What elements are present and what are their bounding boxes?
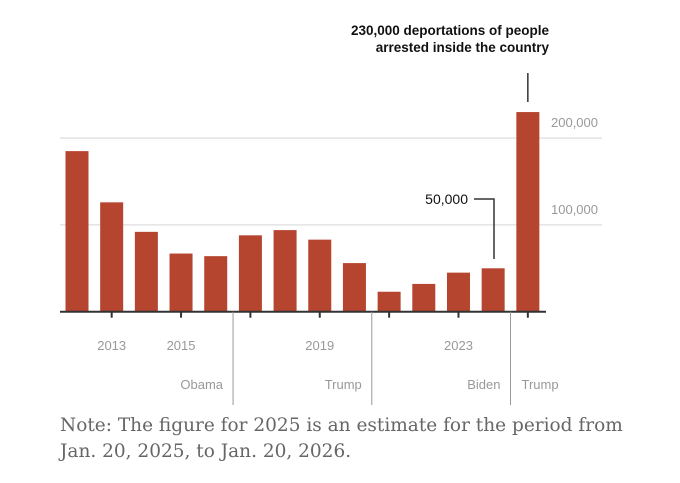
bar-2013 (100, 202, 124, 312)
annotation-leader (474, 198, 495, 259)
x-tick-label: 2013 (97, 338, 126, 353)
era-label: Biden (467, 377, 500, 392)
era-label: Obama (180, 377, 223, 392)
bar-2017 (238, 235, 262, 312)
bar-2021 (377, 291, 401, 312)
bar-2023 (446, 272, 470, 312)
y-tick-label: 200,000 (551, 115, 598, 130)
x-tick-label: 2023 (444, 338, 473, 353)
bar-2015 (169, 253, 193, 312)
bar-2024 (481, 268, 505, 312)
era-label: Trump (325, 377, 362, 392)
bar-2014 (134, 231, 158, 312)
y-tick-label: 100,000 (551, 202, 598, 217)
era-label: Trump (522, 377, 559, 392)
bar-2022 (412, 283, 436, 312)
bar-2020 (342, 263, 366, 312)
x-tick-label: 2019 (305, 338, 334, 353)
bar-2025 (516, 112, 540, 312)
bar-2012 (65, 151, 89, 312)
x-tick-label: 2015 (167, 338, 196, 353)
bar-2016 (204, 256, 228, 312)
annotation-2024: 50,000 (425, 191, 468, 207)
bar-2018 (273, 230, 297, 312)
annotation-2025: arrested inside the country (376, 40, 550, 55)
annotation-2025: 230,000 deportations of people (351, 23, 550, 38)
chart-note: Note: The figure for 2025 is an estimate… (60, 415, 623, 462)
bar-2019 (308, 239, 332, 312)
